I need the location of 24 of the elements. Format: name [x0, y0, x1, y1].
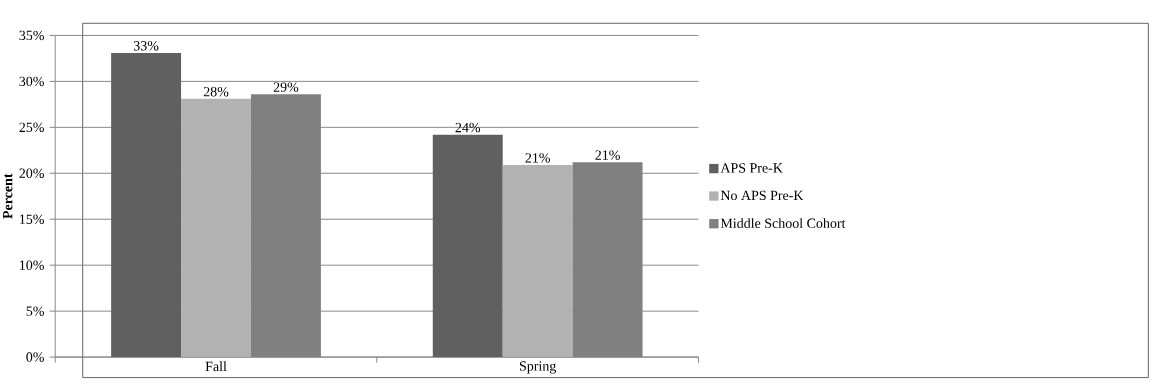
y-tick-label: 10% — [20, 260, 44, 270]
data-label: 28% — [203, 86, 229, 97]
legend-label: Middle School Cohort — [720, 218, 846, 228]
data-label: 29% — [273, 82, 299, 92]
y-tick-label: 25% — [19, 122, 44, 133]
data-label: 21% — [525, 153, 551, 163]
y-tick-label: 35% — [19, 30, 44, 41]
legend-label: APS Pre-K — [720, 163, 783, 173]
y-tick-label: 30% — [19, 76, 44, 87]
y-tick-label: 15% — [20, 214, 44, 224]
x-tick-label: Fall — [205, 361, 227, 372]
data-label: 24% — [455, 122, 481, 133]
y-axis-title: Percent — [3, 173, 13, 219]
bar — [502, 164, 573, 358]
bar — [111, 52, 182, 358]
x-tick-label: Spring — [519, 361, 557, 374]
data-label: 33% — [133, 41, 159, 51]
y-tick-label: 5% — [26, 306, 44, 316]
y-tick-label: 0% — [26, 352, 44, 362]
bar — [432, 134, 503, 358]
y-tick-label: 20% — [19, 168, 44, 179]
data-label: 21% — [595, 150, 620, 160]
bar — [181, 98, 251, 358]
legend-label: No APS Pre-K — [720, 190, 804, 201]
